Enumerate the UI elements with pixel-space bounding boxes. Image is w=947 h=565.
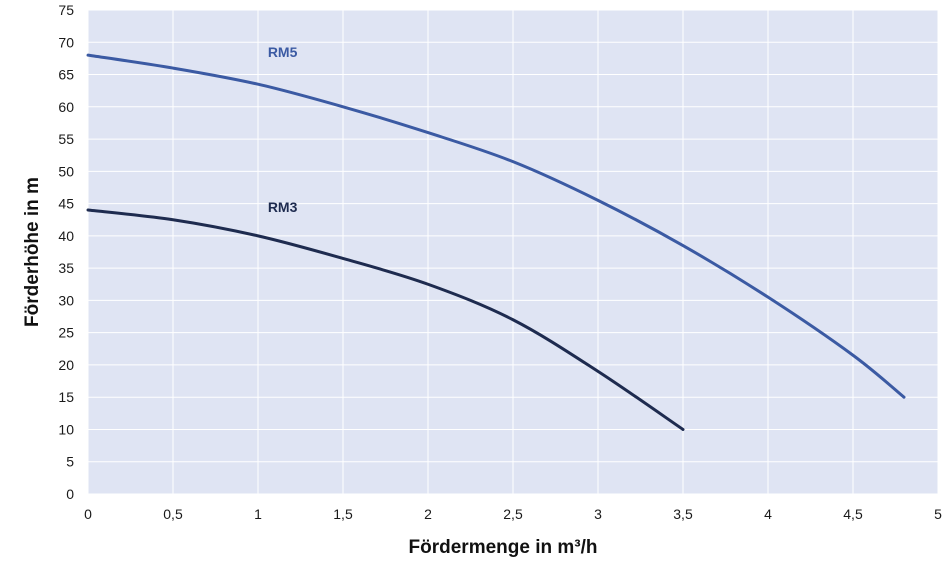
y-tick-label: 0 [66,486,74,502]
x-tick-label: 4 [764,506,772,522]
y-tick-label: 60 [58,99,74,115]
x-tick-label: 2 [424,506,432,522]
y-tick-label: 45 [58,196,74,212]
y-tick-label: 20 [58,357,74,373]
y-tick-label: 5 [66,454,74,470]
x-tick-label: 3,5 [673,506,693,522]
x-tick-label: 0,5 [163,506,183,522]
y-tick-label: 40 [58,228,74,244]
y-tick-label: 10 [58,421,74,437]
y-tick-label: 65 [58,67,74,83]
y-axis-ticks: 0 5 10 15 20 25 30 35 40 45 50 55 60 65 70 75 [58,2,74,502]
series-label-rm3: RM3 [268,199,298,215]
series-labels: RM5 RM3 [268,44,298,215]
grid-lines [87,9,939,495]
x-tick-label: 1,5 [333,506,353,522]
y-tick-label: 50 [58,163,74,179]
series-line-rm3 [86,208,685,431]
y-tick-label: 55 [58,131,74,147]
x-tick-label: 0 [84,506,92,522]
y-tick-label: 30 [58,292,74,308]
y-tick-label: 70 [58,34,74,50]
x-tick-label: 3 [594,506,602,522]
series-lines [86,53,906,431]
x-tick-label: 1 [254,506,262,522]
x-axis-label: Fördermenge in m³/h [409,537,598,558]
y-tick-label: 15 [58,389,74,405]
x-axis-ticks: 0 0,5 1 1,5 2 2,5 3 3,5 4 4,5 5 [84,506,942,522]
y-tick-label: 35 [58,260,74,276]
x-tick-label: 2,5 [503,506,523,522]
series-label-rm5: RM5 [268,44,298,60]
y-tick-label: 75 [58,2,74,18]
y-axis-label: Förderhöhe in m [22,177,43,327]
series-line-rm5 [86,53,906,399]
y-tick-label: 25 [58,325,74,341]
x-tick-label: 4,5 [843,506,863,522]
x-tick-label: 5 [934,506,942,522]
